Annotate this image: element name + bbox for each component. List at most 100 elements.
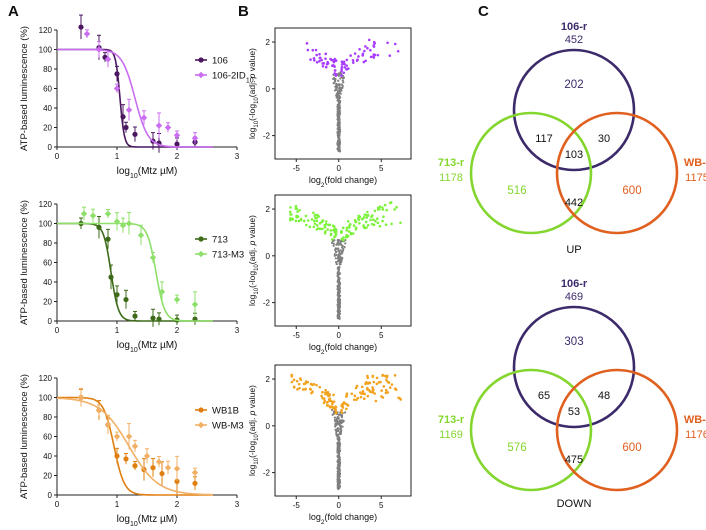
y-tick-label: 80 — [43, 413, 52, 422]
volcano-point-significant — [345, 235, 349, 239]
y-tick-label: 2 — [266, 375, 271, 384]
volcano-point-significant — [321, 219, 325, 222]
data-point — [191, 301, 199, 308]
volcano-point-significant — [290, 375, 294, 378]
volcano-point — [338, 95, 341, 98]
y-tick-label: 120 — [39, 374, 53, 383]
set-name: 106-r — [561, 21, 588, 33]
y-tick-label: 60 — [43, 433, 52, 442]
volcano-point-significant — [362, 216, 366, 219]
x-tick-label: 2 — [175, 500, 180, 509]
y-tick-label: 40 — [43, 104, 52, 113]
y-tick-label: -2 — [263, 299, 271, 308]
volcano-point — [338, 115, 341, 118]
volcano-point — [338, 105, 341, 108]
volcano-point-significant — [313, 214, 317, 218]
data-point — [113, 85, 121, 92]
volcano-point-significant — [312, 225, 316, 229]
data-point — [114, 71, 120, 77]
volcano-point — [336, 446, 339, 449]
volcano-point-significant — [297, 219, 301, 223]
volcano-point-significant — [334, 405, 337, 408]
volcano-point-significant — [304, 214, 308, 218]
volcano-point-significant — [366, 376, 370, 380]
y-tick-label: -2 — [263, 469, 271, 478]
volcano-point — [341, 425, 344, 428]
volcano-point-significant — [360, 385, 364, 389]
data-point — [132, 313, 138, 319]
volcano-point-significant — [352, 224, 356, 227]
x-tick-label: 1 — [115, 500, 120, 509]
volcano-point-significant — [296, 210, 299, 213]
data-point — [104, 421, 112, 428]
data-point — [83, 30, 91, 38]
volcano-point-significant — [385, 378, 388, 382]
volcano-point — [332, 244, 335, 247]
volcano-point-significant — [340, 237, 344, 241]
volcano-point-significant — [340, 408, 343, 412]
x-tick-label: 5 — [379, 501, 384, 510]
volcano-point — [338, 125, 341, 128]
set-name: WB-r — [684, 157, 706, 169]
volcano-point-significant — [383, 374, 387, 378]
volcano-point — [338, 262, 341, 265]
volcano-point-significant — [384, 391, 388, 395]
volcano-point — [336, 96, 339, 99]
data-point — [173, 296, 181, 303]
data-point — [191, 469, 199, 476]
volcano-point-significant — [313, 222, 317, 225]
volcano-point-significant — [289, 206, 292, 209]
legend-label: 713-M3 — [212, 250, 244, 261]
region-only-wb: 600 — [622, 442, 641, 454]
volcano-point — [337, 270, 340, 273]
x-tick-label: 5 — [379, 331, 384, 340]
volcano-point — [335, 88, 338, 92]
volcano-point-significant — [315, 224, 319, 227]
volcano-point-significant — [360, 392, 363, 395]
data-point — [119, 222, 127, 229]
volcano-point-significant — [366, 386, 369, 390]
volcano-point — [340, 72, 343, 75]
volcano-point-significant — [358, 215, 362, 219]
volcano-point-significant — [315, 216, 319, 220]
set-total: 1175 — [685, 172, 706, 184]
volcano-point-significant — [322, 62, 326, 65]
volcano-point-significant — [364, 382, 367, 386]
legend-label: WB-M3 — [212, 421, 244, 432]
volcano-point-significant — [310, 218, 314, 221]
volcano-point — [337, 443, 340, 447]
y-tick-label: 20 — [43, 472, 52, 481]
data-point — [191, 135, 199, 142]
volcano-point-significant — [294, 204, 298, 208]
y-tick-label: 60 — [43, 85, 52, 94]
volcano-point-significant — [383, 203, 387, 207]
volcano-point — [336, 280, 340, 283]
volcano-point — [337, 267, 340, 270]
volcano-point-significant — [326, 392, 330, 396]
venn-caption: DOWN — [557, 498, 592, 510]
volcano-point — [343, 246, 346, 249]
fit-curve-WB-M3 — [57, 397, 213, 496]
volcano-point-significant — [364, 45, 367, 48]
volcano-point-significant — [325, 401, 329, 404]
volcano-point-significant — [353, 394, 357, 398]
volcano-point-significant — [343, 66, 347, 69]
volcano-point-significant — [295, 379, 299, 383]
volcano-point-significant — [308, 225, 312, 229]
volcano-point — [336, 291, 340, 294]
volcano-point — [337, 79, 340, 82]
volcano-point — [342, 81, 345, 84]
volcano-point-significant — [288, 218, 292, 222]
volcano-point-significant — [348, 226, 351, 229]
legend-marker — [197, 421, 205, 429]
x-tick-label: -5 — [293, 501, 301, 510]
volcano-point — [336, 99, 339, 102]
region-only-106: 303 — [564, 336, 583, 348]
volcano-point-significant — [326, 228, 330, 231]
volcano-point-significant — [305, 42, 309, 45]
data-point — [108, 274, 114, 280]
volcano-point-significant — [334, 411, 338, 415]
volcano-point-significant — [312, 57, 316, 60]
